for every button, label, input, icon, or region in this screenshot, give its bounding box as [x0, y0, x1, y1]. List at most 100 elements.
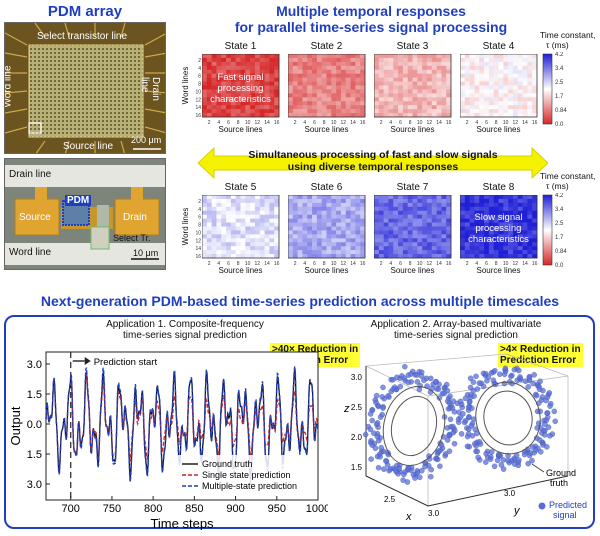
- heatmap-cell: [312, 198, 318, 204]
- heatmap-cell: [259, 210, 265, 215]
- heatmap-cell: [532, 109, 538, 114]
- heatmap-cell: [307, 202, 313, 208]
- heatmap-cell: [297, 242, 303, 247]
- heatmap-cell: [383, 109, 389, 114]
- heatmap-cell: [355, 226, 361, 231]
- heatmap-cell: [360, 54, 366, 59]
- heatmap-cell: [226, 77, 232, 82]
- heatmap-cell: [426, 73, 433, 78]
- heatmap-cell: [307, 97, 313, 102]
- heatmap-frame: [374, 195, 452, 259]
- heatmap-cell: [532, 61, 538, 67]
- heatmap-cell: [412, 238, 418, 243]
- heatmap-cell: [460, 230, 466, 235]
- heatmap-cell: [221, 195, 227, 200]
- heatmap-cell: [274, 105, 280, 110]
- heatmap-cell: [259, 226, 265, 231]
- heatmap-cell: [331, 65, 337, 71]
- heatmap-cell: [508, 234, 514, 239]
- heatmap-cell: [302, 202, 308, 208]
- heatmap-cell: [297, 226, 303, 231]
- heatmap-cell: [230, 105, 236, 110]
- heatmap-cell: [407, 250, 413, 255]
- heatmap-cell: [508, 113, 514, 118]
- heatmap-cell: [206, 222, 212, 227]
- heatmap-cell: [254, 113, 261, 118]
- heatmap-cell: [312, 238, 318, 243]
- heatmap-cell: [412, 54, 418, 59]
- predicted-point: [408, 371, 414, 377]
- app1-title-line-2: time-series signal prediction: [123, 330, 247, 341]
- heatmap-cell: [464, 97, 470, 102]
- heatmap-cell: [407, 113, 413, 118]
- heatmap-cell: [441, 81, 447, 86]
- heatmap-cell: [431, 214, 437, 219]
- heatmap-cell: [350, 218, 356, 223]
- heatmap-cell: [484, 97, 490, 102]
- heatmap-cell: [469, 73, 475, 78]
- heatmap-cell: [264, 206, 270, 212]
- heatmap-cell: [422, 238, 428, 243]
- heatmap-cell: [336, 97, 342, 102]
- heatmap-cell: [336, 254, 342, 259]
- heatmap-cell: [402, 250, 408, 255]
- heatmap-cell: [383, 206, 389, 212]
- heatmap-cell: [398, 89, 404, 94]
- heatmap-xlabel: Source lines: [476, 266, 520, 274]
- heatmap-xtick: 4: [303, 261, 306, 267]
- heatmap-cell: [532, 54, 538, 59]
- heatmap-cell: [479, 89, 485, 94]
- zoom-pdm-label: PDM: [65, 195, 92, 206]
- heatmap-cell: [498, 198, 504, 204]
- heatmap-cell: [230, 254, 236, 259]
- heatmap-cell: [202, 85, 208, 90]
- heatmap-cell: [360, 234, 366, 239]
- heatmap-xtick: 10: [503, 120, 509, 126]
- heatmap-cell: [245, 210, 251, 215]
- predicted-point: [368, 456, 374, 462]
- heatmap-cell: [374, 101, 380, 106]
- heatmap-cell: [211, 101, 217, 106]
- state-label-8: State 8: [482, 182, 515, 193]
- heatmap-cell: [493, 85, 499, 90]
- heatmap-cell: [398, 105, 404, 110]
- heatmap-cell: [360, 69, 366, 74]
- heatmap-cell: [441, 65, 447, 71]
- heatmap-cell: [264, 85, 270, 90]
- heatmap-cell: [498, 109, 504, 114]
- heatmap-cell: [274, 218, 280, 223]
- heatmap-cell: [441, 230, 447, 235]
- heatmap-cell: [230, 234, 236, 239]
- heatmap-cell: [216, 97, 222, 102]
- heatmap-cell: [326, 105, 332, 110]
- heatmap-cell: [446, 97, 452, 102]
- heatmap-xtick: 8: [237, 261, 240, 267]
- heatmap-cell: [479, 254, 485, 259]
- heatmap-cell: [517, 89, 523, 94]
- heatmap-cell: [297, 202, 303, 208]
- heatmap-cell: [302, 234, 308, 239]
- predicted-point: [542, 421, 548, 427]
- heatmap-cell: [340, 206, 347, 212]
- heatmap-cell: [508, 54, 514, 59]
- heatmap-cell: [326, 198, 332, 204]
- heatmap-cell: [517, 198, 523, 204]
- heatmap-cell: [508, 230, 514, 235]
- heatmap-cell: [326, 77, 332, 82]
- predicted-point: [464, 443, 471, 450]
- heatmap-cell: [417, 218, 423, 223]
- heatmap-cell: [316, 254, 322, 259]
- source-line-label: Source line: [63, 141, 114, 152]
- heatmap-cell: [264, 97, 270, 102]
- heatmap-cell: [484, 246, 490, 251]
- heatmap-cell: [503, 73, 509, 78]
- app1-title-line-1: Application 1. Composite-frequency: [106, 319, 264, 330]
- heatmap-cell: [350, 109, 356, 114]
- heatmap-cell: [226, 242, 232, 247]
- heatmap-cell: [436, 101, 442, 106]
- heatmap-cell: [512, 230, 519, 235]
- heatmap-cell: [235, 97, 241, 102]
- heatmap-cell: [446, 65, 452, 71]
- heatmap-cell: [292, 77, 298, 82]
- heatmap-cell: [393, 73, 399, 78]
